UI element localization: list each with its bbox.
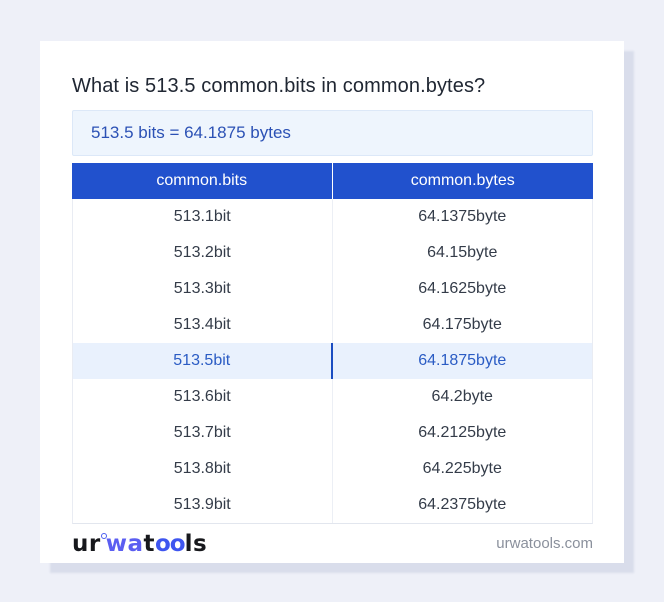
bits-cell: 513.7bit (73, 415, 333, 451)
table-header-row: common.bits common.bytes (72, 163, 593, 199)
table-row: 513.8bit 64.225byte (73, 451, 592, 487)
table-row: 513.4bit 64.175byte (73, 307, 592, 343)
logo-ring-icon (100, 532, 107, 539)
bits-cell: 513.5bit (73, 343, 333, 379)
bits-cell: 513.4bit (73, 307, 333, 343)
converter-card: What is 513.5 common.bits in common.byte… (40, 41, 624, 563)
bytes-cell: 64.1375byte (418, 208, 507, 225)
site-name: urwatools.com (496, 535, 593, 552)
table-row: 513.7bit 64.2125byte (73, 415, 592, 451)
conversion-table: common.bits common.bytes 513.1bit 64.1375… (72, 163, 593, 524)
bytes-cell: 64.225byte (422, 460, 502, 477)
table-row: 513.6bit 64.2byte (73, 379, 592, 415)
bytes-cell: 64.1625byte (418, 280, 507, 297)
urwatools-logo[interactable]: ur watools (72, 532, 207, 556)
card-footer: ur watools urwatools.com (72, 524, 593, 563)
bytes-cell: 64.2125byte (418, 424, 507, 441)
logo-text-wa: wa (105, 530, 144, 557)
conversion-result-box: 513.5 bits = 64.1875 bytes (72, 110, 593, 156)
logo-glasses-oo: oo (155, 530, 186, 557)
bytes-cell: 64.175byte (422, 316, 502, 333)
column-header-bits: common.bits (72, 163, 333, 199)
table-row-highlighted: 513.5bit 64.1875byte (73, 343, 592, 379)
conversion-result-text: 513.5 bits = 64.1875 bytes (91, 123, 291, 142)
bits-cell: 513.9bit (73, 487, 333, 523)
table-row: 513.3bit 64.1625byte (73, 271, 592, 307)
bits-cell: 513.1bit (73, 199, 333, 235)
column-header-bytes: common.bytes (410, 172, 515, 189)
table-body: 513.1bit 64.1375byte 513.2bit 64.15byte 513.… (72, 199, 593, 524)
table-row: 513.9bit 64.2375byte (73, 487, 592, 523)
bytes-cell: 64.2byte (431, 388, 493, 405)
logo-text-t: t (143, 530, 155, 557)
table-row: 513.2bit 64.15byte (73, 235, 592, 271)
bits-cell: 513.3bit (73, 271, 333, 307)
page-title: What is 513.5 common.bits in common.byte… (72, 75, 486, 97)
logo-text-ls: ls (184, 530, 208, 557)
bits-cell: 513.6bit (73, 379, 333, 415)
bits-cell: 513.2bit (73, 235, 333, 271)
logo-text-ur: ur (72, 530, 101, 557)
bits-cell: 513.8bit (73, 451, 333, 487)
bytes-cell: 64.2375byte (418, 496, 507, 513)
table-row: 513.1bit 64.1375byte (73, 199, 592, 235)
bytes-cell: 64.15byte (427, 244, 498, 261)
bytes-cell: 64.1875byte (418, 352, 507, 369)
